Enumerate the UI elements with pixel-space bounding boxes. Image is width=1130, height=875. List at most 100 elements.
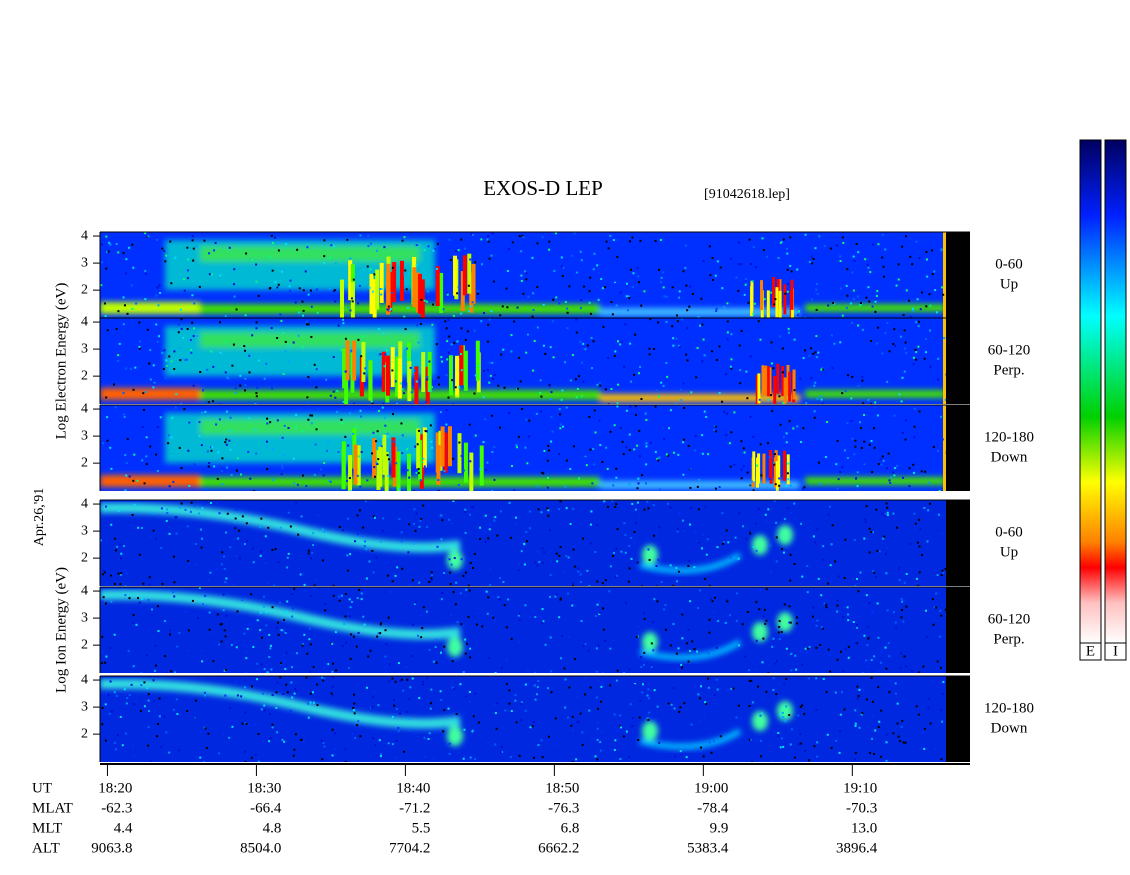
noise	[224, 441, 227, 444]
noise	[855, 477, 858, 480]
noise	[301, 430, 304, 433]
noise	[377, 410, 380, 413]
streak	[369, 273, 374, 314]
noise	[407, 523, 410, 526]
noise	[580, 361, 583, 364]
noise	[790, 728, 793, 731]
noise	[211, 446, 214, 449]
noise	[559, 597, 562, 600]
noise	[857, 695, 860, 698]
noise	[467, 758, 470, 761]
noise	[360, 415, 363, 418]
noise	[815, 308, 818, 311]
noise	[558, 453, 561, 456]
noise	[941, 569, 944, 572]
noise	[752, 435, 755, 438]
noise	[373, 466, 376, 469]
noise	[505, 287, 508, 290]
noise	[415, 264, 418, 267]
ephemeris-value: 9063.8	[91, 840, 132, 856]
noise	[769, 544, 772, 547]
noise	[282, 373, 285, 376]
noise	[448, 742, 451, 745]
noise	[733, 463, 736, 466]
noise	[381, 406, 384, 409]
panel-range: 60-120	[988, 611, 1031, 627]
streak	[467, 253, 472, 294]
noise	[367, 655, 370, 658]
noise	[864, 521, 867, 524]
noise	[360, 450, 363, 453]
noise	[311, 414, 314, 417]
noise	[342, 318, 345, 321]
noise	[138, 347, 141, 350]
noise	[829, 581, 832, 584]
noise	[490, 310, 493, 313]
noise	[673, 707, 676, 710]
streak	[475, 340, 480, 381]
noise	[452, 591, 455, 594]
feature	[805, 477, 945, 485]
feature	[752, 622, 768, 642]
noise	[917, 584, 920, 586]
y-tick-label: 3	[81, 523, 88, 538]
noise	[353, 709, 356, 712]
noise	[637, 275, 640, 278]
noise	[515, 444, 518, 447]
noise	[852, 289, 855, 292]
noise	[881, 256, 884, 259]
noise	[516, 306, 519, 309]
noise	[144, 390, 147, 393]
noise	[218, 512, 221, 515]
noise	[494, 619, 497, 622]
noise	[305, 485, 308, 488]
noise	[633, 531, 636, 534]
streak	[348, 260, 353, 301]
noise	[482, 441, 485, 444]
noise	[359, 234, 362, 237]
spectrogram	[100, 587, 946, 673]
noise	[551, 430, 554, 433]
noise	[523, 543, 526, 546]
noise	[374, 744, 377, 747]
noise	[887, 642, 890, 645]
noise	[532, 756, 535, 759]
noise	[554, 232, 557, 235]
noise	[386, 432, 389, 435]
noise	[754, 739, 757, 742]
noise	[265, 445, 268, 448]
noise	[420, 298, 423, 301]
noise	[396, 566, 399, 569]
noise	[404, 328, 407, 331]
streak	[416, 428, 421, 469]
noise	[432, 249, 435, 252]
noise	[423, 334, 426, 337]
noise	[614, 576, 617, 579]
noise	[560, 256, 563, 259]
noise	[525, 272, 528, 275]
noise	[417, 429, 420, 432]
noise	[707, 677, 710, 680]
noise	[882, 459, 885, 462]
noise	[533, 339, 536, 342]
noise	[269, 421, 272, 424]
noise	[785, 441, 788, 444]
noise	[641, 683, 644, 686]
noise	[158, 697, 161, 700]
noise	[260, 663, 263, 666]
noise	[609, 684, 612, 687]
noise	[249, 477, 252, 480]
noise	[755, 601, 758, 604]
noise	[755, 639, 758, 642]
noise	[689, 285, 692, 288]
noise	[239, 374, 242, 377]
noise	[289, 289, 292, 292]
noise	[733, 411, 736, 414]
noise	[785, 485, 788, 488]
streak	[407, 361, 412, 402]
noise	[701, 434, 704, 437]
noise	[865, 594, 868, 597]
noise	[513, 454, 516, 457]
noise	[749, 532, 752, 535]
noise	[931, 272, 934, 275]
